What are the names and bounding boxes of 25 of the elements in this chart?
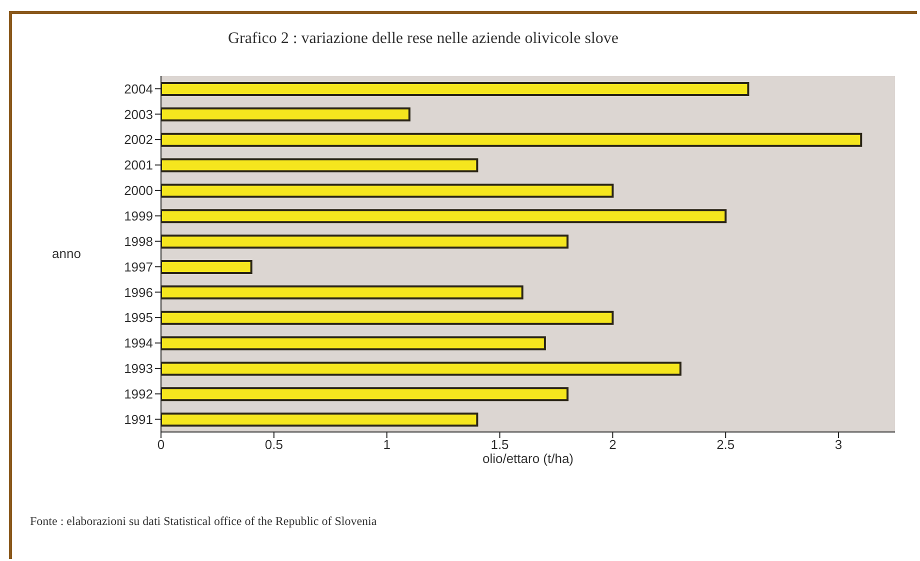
y-tick-label: 2000 (124, 183, 153, 198)
y-tick-label: 2001 (124, 158, 153, 173)
x-tick-label: 0.5 (264, 437, 283, 452)
x-tick-label: 0 (157, 437, 165, 452)
y-tick-label: 2002 (124, 132, 153, 148)
x-tick-label: 1 (383, 437, 390, 452)
x-tick-label: 2 (609, 437, 616, 452)
y-tick-label: 1992 (124, 386, 153, 402)
source-note: Fonte : elaborazioni su dati Statistical office of the Republic of Slovenia (30, 514, 377, 529)
x-tick-label: 1.5 (490, 437, 509, 452)
y-tick-label: 1994 (124, 336, 153, 351)
x-tick-label: 2.5 (716, 437, 735, 452)
y-tick-label: 2004 (124, 81, 153, 96)
y-tick-label: 1996 (124, 284, 153, 300)
y-tick-label: 2003 (124, 106, 153, 122)
y-tick-label: 1993 (124, 361, 153, 376)
y-tick-label: 1991 (124, 412, 153, 427)
y-tick-label: 1999 (124, 208, 153, 224)
x-tick-label: 3 (834, 437, 842, 452)
y-tick-label: 1998 (124, 234, 153, 249)
chart-title: Grafico 2 : variazione delle rese nelle aziende olivicole slove (228, 30, 618, 48)
y-tick-label: 1995 (124, 310, 153, 326)
y-axis-title: anno (52, 246, 81, 261)
y-tick-label: 1997 (124, 259, 153, 274)
x-axis-title: olio/ettaro (t/ha) (481, 451, 575, 466)
